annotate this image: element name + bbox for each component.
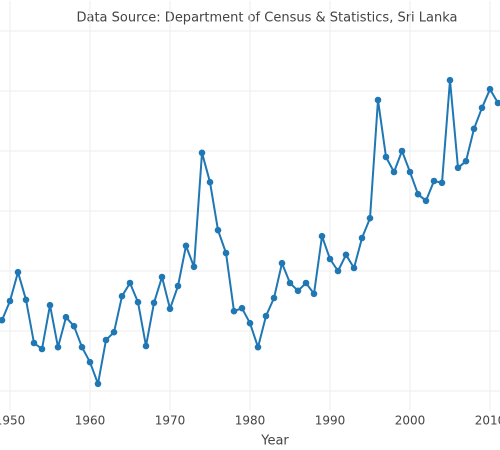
data-point [390,168,398,176]
x-tick-label: 2010 [475,414,500,428]
data-point [326,255,334,263]
data-point [38,345,46,353]
data-point [54,343,62,351]
data-point [446,76,454,84]
data-point [478,104,486,112]
data-point [118,292,126,300]
data-point [374,96,382,104]
data-point [278,259,286,267]
x-tick-label: 1970 [155,414,186,428]
data-point [302,279,310,287]
x-axis-title: Year [260,434,289,449]
x-tick-label: 2000 [395,414,426,428]
data-point [262,312,270,320]
data-point [70,322,78,330]
data-point [486,85,494,93]
data-point [142,342,150,350]
data-point [342,251,350,259]
data-point [422,197,430,205]
chart-title: Data Source: Department of Census & Stat… [76,11,457,26]
data-point [366,214,374,222]
data-point [22,296,30,304]
data-point [214,226,222,234]
x-tick-label: 1950 [0,414,25,428]
data-point [334,267,342,275]
data-point [166,305,174,313]
data-point [190,263,198,271]
data-point [358,234,366,242]
data-point [158,273,166,281]
data-point [318,232,326,240]
data-point [6,297,14,305]
data-point [174,282,182,290]
data-point [414,190,422,198]
data-point [198,149,206,157]
data-point [294,287,302,295]
data-point [102,336,110,344]
data-point [350,264,358,272]
data-point [270,294,278,302]
data-point [110,328,118,336]
data-point [254,343,262,351]
data-point [406,168,414,176]
data-point [182,242,190,250]
data-point [62,313,70,321]
data-point [30,339,38,347]
data-point [310,290,318,298]
data-point [286,279,294,287]
data-point [46,301,54,309]
x-tick-label: 1980 [235,414,266,428]
data-point [462,157,470,165]
data-point [150,299,158,307]
data-point [238,304,246,312]
data-point [246,319,254,327]
data-point [78,343,86,351]
data-point [470,125,478,133]
data-point [438,179,446,187]
data-point [126,279,134,287]
data-point [206,178,214,186]
data-point [382,153,390,161]
data-point [14,268,22,276]
x-tick-label: 1960 [75,414,106,428]
data-point [494,99,500,107]
data-point [430,177,438,185]
data-point [454,164,462,172]
x-tick-label: 1990 [315,414,346,428]
data-point [86,358,94,366]
data-point [134,298,142,306]
data-point [0,316,6,324]
data-point [94,380,102,388]
data-point [398,147,406,155]
data-point [222,249,230,257]
data-point [230,307,238,315]
